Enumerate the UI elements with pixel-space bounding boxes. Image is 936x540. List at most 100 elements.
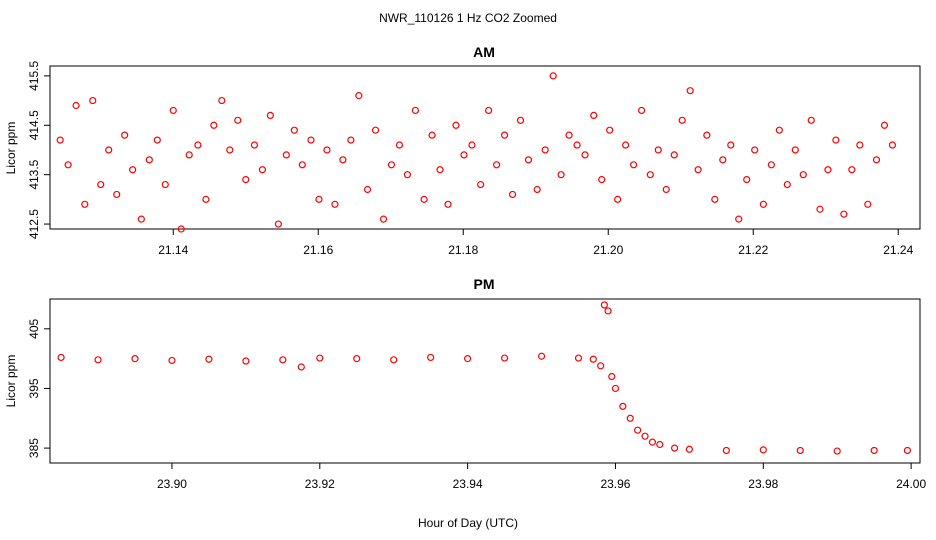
am-data-point [614,195,622,203]
am-data-point [727,141,735,149]
am-data-point [590,111,598,119]
am-data-point [703,131,711,139]
pm-data-point [634,426,642,434]
pm-x-tick-label: 23.94 [453,477,483,491]
am-data-point [436,166,444,174]
am-data-point [549,72,557,80]
am-data-point [355,92,363,100]
pm-data-point [759,446,767,454]
am-data-point [493,161,501,169]
am-x-tick-label: 21.22 [738,243,768,257]
am-data-point [622,141,630,149]
am-data-point [799,171,807,179]
am-data-point [565,131,573,139]
am-data-point [711,195,719,203]
am-data-point [485,106,493,115]
am-data-point [816,205,824,213]
am-data-point [670,151,678,159]
pm-data-point [648,438,657,446]
am-data-point [452,121,460,129]
pm-title: PM [474,276,495,292]
am-data-point [735,215,743,223]
pm-data-point [722,446,730,455]
am-data-point [177,225,185,233]
am-data-point [533,185,541,194]
am-data-point [105,146,113,154]
pm-data-point [641,432,649,440]
am-data-point [234,116,242,124]
am-data-point [194,141,202,149]
pm-data-point [279,356,287,364]
am-y-tick-label: 415.5 [27,61,41,91]
am-data-point [872,156,881,164]
pm-x-tick-label: 23.98 [748,477,778,491]
am-data-point [411,106,419,115]
am-data-point [145,156,153,164]
am-y-tick-label: 414.5 [27,110,41,140]
am-data-point [598,176,606,184]
am-data-point [654,146,662,154]
am-data-point [468,141,476,149]
am-data-point [226,146,234,154]
am-x-tick-label: 21.20 [593,243,623,257]
am-data-point [767,161,775,169]
am-plot-frame [49,65,921,230]
am-data-point [428,131,436,139]
am-data-point [56,136,64,144]
pm-data-point [670,444,679,452]
am-data-point [880,121,889,129]
pm-data-point [500,354,509,362]
pm-x-tick-label: 23.96 [600,477,630,491]
pm-data-point [316,354,324,362]
pm-data-points [57,301,912,455]
am-data-point [250,141,259,149]
am-data-point [331,200,339,208]
pm-data-point [205,355,213,363]
pm-data-point [57,353,65,362]
am-data-point [161,180,169,189]
pm-data-point [427,353,435,362]
am-data-point [202,195,210,203]
am-data-point [81,200,89,208]
am-data-point [888,141,897,149]
pm-data-point [597,362,605,370]
pm-data-point [685,445,693,453]
pm-x-tick-label: 24.00 [896,477,926,491]
am-data-point [129,166,137,174]
am-data-point [403,171,412,179]
am-data-point [258,166,267,174]
am-data-point [524,156,533,164]
pm-data-point [600,301,608,309]
pm-data-point [604,307,612,315]
am-data-point [848,166,856,174]
pm-data-point [131,355,139,363]
am-data-point [137,215,145,223]
am-data-point [759,200,768,208]
pm-data-point [94,356,102,364]
am-title: AM [473,44,495,60]
am-data-point [210,121,218,129]
am-data-point [315,195,323,203]
pm-plot-frame [49,298,921,464]
am-data-point [363,185,372,194]
pm-y-axis-label: Licor ppm [4,355,18,408]
am-data-point [266,111,274,119]
am-y-tick-label: 412.5 [27,209,41,239]
am-data-point [581,151,589,159]
am-data-point [573,141,581,149]
pm-data-point [903,446,912,455]
pm-data-point [608,372,616,381]
am-data-point [121,131,129,139]
am-y-axis: 412.5 413.5 414.5 415.5 [27,61,51,239]
am-data-point [719,156,727,164]
pm-data-point [611,384,620,393]
am-x-axis: 21.14 21.16 21.18 21.20 21.22 21.24 [158,228,914,257]
am-data-point [840,210,848,218]
pm-x-tick-label: 23.90 [157,477,187,491]
pm-data-point [626,414,634,422]
am-data-point [751,146,759,154]
am-data-point [662,185,670,194]
pm-data-point [168,356,176,365]
